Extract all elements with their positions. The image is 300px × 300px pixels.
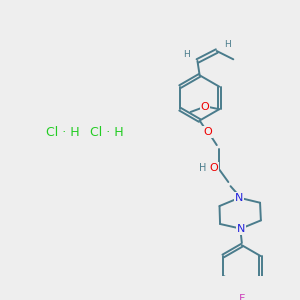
Text: H: H xyxy=(184,50,190,59)
Text: O: O xyxy=(203,127,212,137)
Text: O: O xyxy=(200,102,209,112)
Text: N: N xyxy=(237,224,245,234)
Text: O: O xyxy=(209,163,218,173)
Text: Cl · H: Cl · H xyxy=(46,126,80,139)
Text: Cl · H: Cl · H xyxy=(90,126,124,139)
Text: H: H xyxy=(199,163,206,173)
Text: F: F xyxy=(239,294,245,300)
Text: H: H xyxy=(224,40,231,50)
Text: N: N xyxy=(235,193,244,203)
Text: N: N xyxy=(235,193,244,203)
